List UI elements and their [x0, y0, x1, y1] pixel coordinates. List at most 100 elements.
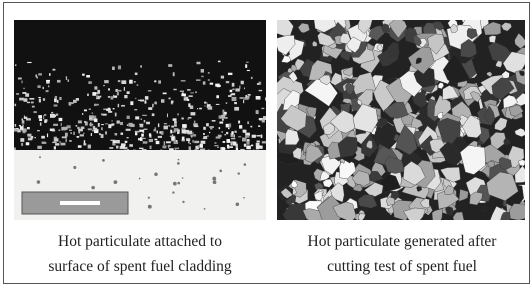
texture-speck: [140, 100, 144, 102]
texture-speck: [189, 146, 191, 150]
texture-speck: [216, 104, 220, 105]
texture-speck: [187, 99, 189, 101]
texture-speck: [236, 148, 238, 150]
texture-speck: [27, 127, 30, 129]
texture-speck: [190, 112, 195, 115]
texture-speck: [78, 145, 82, 147]
texture-speck: [39, 99, 41, 103]
texture-speck: [121, 105, 125, 107]
texture-speck: [226, 132, 228, 134]
texture-speck: [177, 182, 180, 185]
texture-speck: [55, 96, 57, 99]
texture-speck: [186, 130, 188, 132]
texture-speck: [91, 186, 95, 190]
texture-speck: [168, 145, 171, 147]
texture-speck: [227, 146, 229, 148]
texture-speck: [177, 162, 180, 165]
texture-speck: [259, 90, 263, 91]
texture-speck: [91, 133, 92, 136]
texture-speck: [70, 102, 74, 104]
texture-speck: [162, 145, 166, 148]
texture-speck: [167, 114, 168, 118]
texture-speck: [188, 117, 191, 118]
texture-speck: [246, 141, 249, 145]
texture-speck: [154, 129, 156, 131]
texture-speck: [127, 116, 130, 119]
texture-speck: [208, 106, 213, 109]
texture-speck: [94, 86, 97, 89]
texture-speck: [135, 116, 139, 119]
texture-speck: [230, 90, 233, 92]
texture-speck: [156, 141, 160, 144]
texture-speck: [140, 65, 141, 67]
texture-speck: [219, 127, 221, 129]
texture-speck: [251, 77, 253, 79]
texture-speck: [231, 138, 235, 139]
texture-speck: [197, 108, 198, 109]
texture-speck: [43, 115, 44, 119]
texture-speck: [23, 88, 24, 89]
texture-speck: [54, 104, 58, 106]
texture-speck: [194, 141, 199, 143]
texture-speck: [134, 109, 137, 110]
texture-speck: [261, 108, 264, 109]
texture-speck: [173, 182, 177, 186]
texture-speck: [77, 127, 79, 129]
texture-speck: [58, 129, 60, 130]
texture-speck: [222, 110, 224, 113]
texture-speck: [256, 143, 260, 146]
texture-speck: [80, 134, 84, 136]
texture-speck: [43, 98, 45, 101]
texture-speck: [245, 95, 247, 97]
texture-speck: [178, 159, 180, 161]
texture-speck: [38, 73, 42, 75]
texture-speck: [148, 107, 152, 110]
texture-speck: [226, 81, 229, 83]
texture-speck: [135, 73, 138, 75]
texture-speck: [161, 99, 164, 103]
texture-speck: [84, 121, 86, 123]
texture-speck: [180, 91, 184, 92]
texture-speck: [248, 94, 251, 95]
texture-speck: [203, 81, 206, 84]
texture-speck: [90, 119, 94, 121]
texture-speck: [191, 136, 192, 137]
texture-speck: [37, 146, 42, 149]
texture-speck: [23, 132, 26, 133]
texture-speck: [110, 140, 115, 141]
texture-speck: [204, 105, 205, 106]
texture-speck: [31, 102, 34, 104]
texture-speck: [46, 80, 50, 82]
texture-speck: [228, 95, 232, 97]
texture-speck: [108, 96, 110, 98]
texture-speck: [116, 146, 118, 149]
texture-speck: [18, 78, 22, 80]
texture-speck: [102, 114, 106, 116]
texture-speck: [59, 118, 63, 121]
texture-speck: [78, 129, 83, 132]
texture-speck: [233, 134, 234, 137]
texture-speck: [59, 141, 61, 142]
scale-bar: [60, 201, 100, 205]
texture-speck: [48, 85, 49, 87]
texture-speck: [228, 73, 232, 75]
texture-speck: [219, 122, 223, 124]
texture-speck: [141, 118, 142, 120]
texture-speck: [47, 134, 48, 138]
texture-speck: [88, 81, 92, 84]
figure: Hot particulate attached to surface of s…: [0, 0, 532, 286]
texture-speck: [238, 121, 240, 124]
texture-speck: [52, 142, 56, 143]
texture-speck: [32, 106, 35, 108]
texture-speck: [174, 124, 177, 127]
texture-speck: [245, 133, 250, 136]
texture-speck: [86, 75, 90, 78]
texture-speck: [152, 104, 154, 108]
texture-speck: [116, 140, 120, 143]
texture-speck: [194, 121, 195, 125]
texture-speck: [222, 119, 224, 121]
texture-speck: [182, 130, 187, 134]
texture-speck: [247, 121, 249, 124]
texture-speck: [139, 148, 143, 149]
texture-speck: [118, 65, 121, 69]
